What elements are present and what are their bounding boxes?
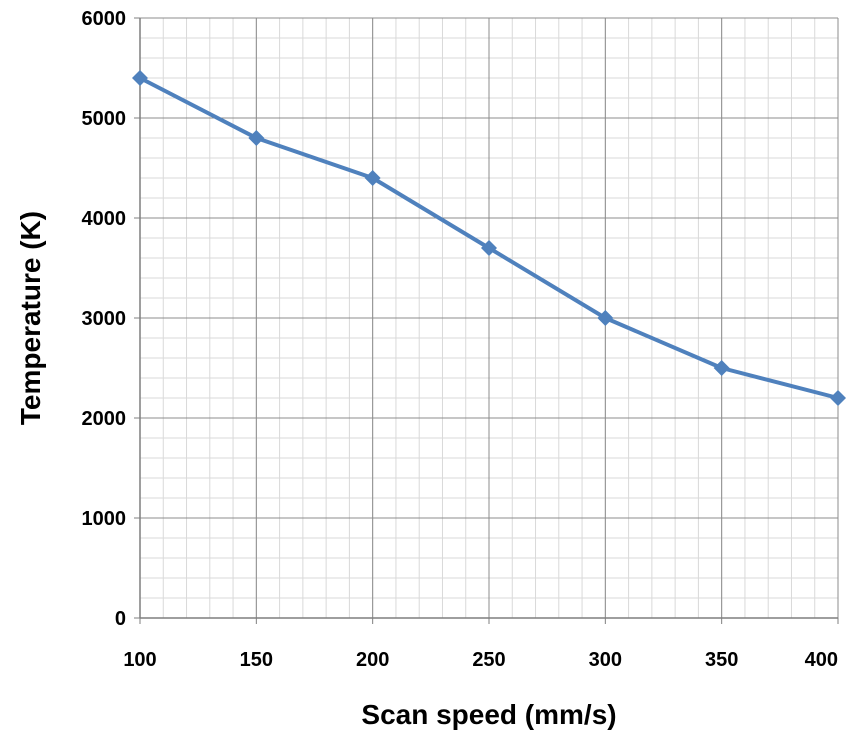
y-axis-title: Temperature (K): [15, 211, 46, 425]
y-tick-label: 5000: [82, 108, 127, 130]
y-tick-labels: 0 1000 2000 3000 4000 5000 6000: [82, 8, 127, 630]
x-tick-labels: 100 150 200 250 300 350 400: [123, 649, 838, 671]
x-tick-label: 400: [805, 649, 838, 671]
y-tick-label: 2000: [82, 408, 127, 430]
y-tick-label: 1000: [82, 508, 127, 530]
x-axis-title: Scan speed (mm/s): [361, 699, 616, 730]
data-point-marker: [132, 70, 148, 86]
data-point-marker: [248, 130, 265, 146]
major-gridlines: [139, 17, 839, 619]
x-tick-label: 350: [705, 649, 738, 671]
y-tick-label: 0: [115, 608, 126, 630]
axes: [134, 17, 839, 624]
data-point-marker: [713, 360, 730, 376]
x-tick-label: 100: [123, 649, 156, 671]
y-tick-label: 3000: [82, 308, 127, 330]
data-point-marker: [364, 170, 381, 186]
series-layer: [132, 70, 846, 406]
x-tick-label: 150: [240, 649, 273, 671]
x-tick-label: 200: [356, 649, 389, 671]
x-tick-label: 300: [589, 649, 622, 671]
data-point-marker: [597, 310, 614, 326]
y-tick-label: 6000: [82, 8, 127, 30]
data-point-marker: [481, 240, 497, 256]
y-tick-label: 4000: [82, 208, 127, 230]
x-tick-label: 250: [472, 649, 505, 671]
data-point-marker: [830, 390, 846, 406]
